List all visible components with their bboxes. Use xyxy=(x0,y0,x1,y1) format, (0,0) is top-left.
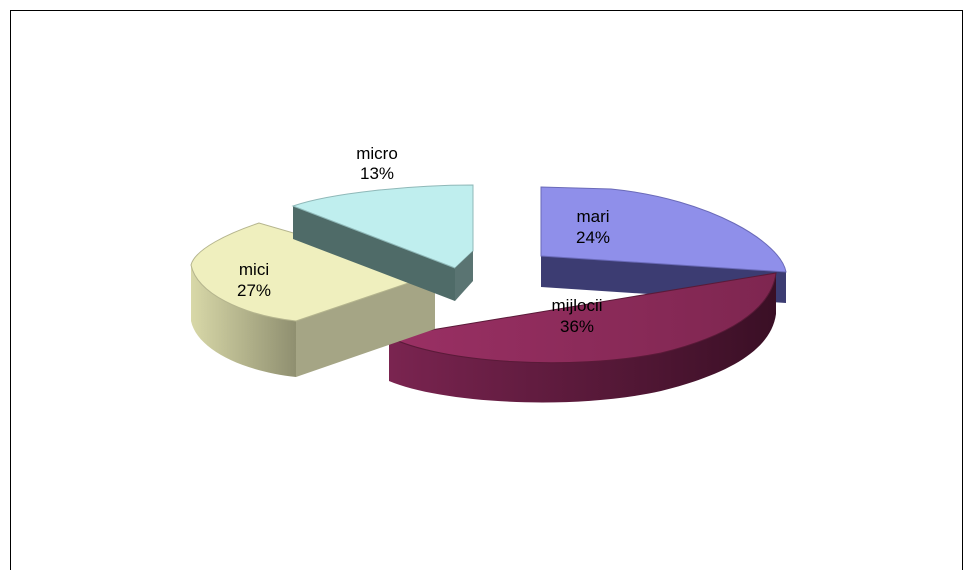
label-mici-pct: 27% xyxy=(237,281,271,300)
slice-mici-inner-side xyxy=(296,274,435,377)
chart-frame: micro 13% mari 24% mici 27% mijlocii 36% xyxy=(10,10,963,570)
label-micro-pct: 13% xyxy=(360,164,394,183)
label-mijlocii-name: mijlocii xyxy=(552,296,603,315)
slice-micro-edge xyxy=(455,251,473,301)
label-mari-pct: 24% xyxy=(576,228,610,247)
slice-micro-side-left xyxy=(293,206,455,301)
slice-mici-side xyxy=(191,265,296,377)
label-mici-name: mici xyxy=(239,260,269,279)
slice-micro xyxy=(291,184,474,301)
slice-mijlocii-side xyxy=(389,273,776,403)
slice-mici xyxy=(190,222,437,377)
slice-mari-top xyxy=(540,186,787,273)
slice-mijlocii xyxy=(387,272,777,403)
slice-mici-top xyxy=(190,222,437,322)
label-mari-name: mari xyxy=(576,207,609,226)
slice-micro-top xyxy=(291,184,474,269)
label-mijlocii-pct: 36% xyxy=(560,317,594,336)
label-micro-name: micro xyxy=(356,144,398,163)
slice-mijlocii-top xyxy=(387,272,777,364)
pie-chart: micro 13% mari 24% mici 27% mijlocii 36% xyxy=(190,144,787,403)
